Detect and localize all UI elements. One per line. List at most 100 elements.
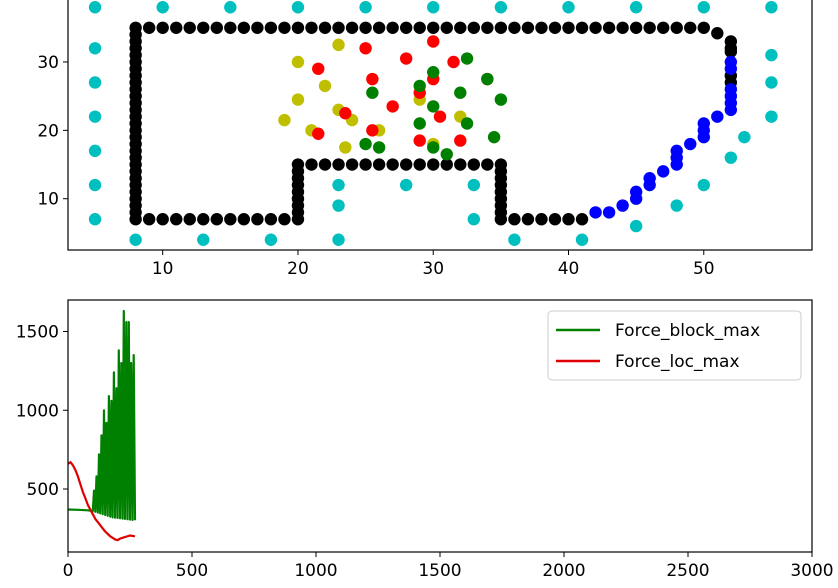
- scatter-point: [481, 158, 494, 171]
- x-tick-label: 10: [152, 259, 174, 279]
- scatter-point: [616, 21, 629, 34]
- scatter-point: [643, 21, 656, 34]
- scatter-point: [197, 233, 210, 246]
- series-line-Force_block_max: [68, 309, 137, 521]
- scatter-point: [643, 172, 656, 185]
- scatter-point: [366, 72, 379, 86]
- scatter-point: [724, 45, 738, 58]
- scatter-point: [494, 1, 508, 14]
- scatter-point: [454, 158, 467, 171]
- scatter-point: [291, 55, 305, 69]
- scatter-point: [278, 213, 291, 226]
- scatter-point: [670, 199, 683, 212]
- scatter-point: [521, 213, 535, 226]
- scatter-point: [88, 144, 102, 158]
- scatter-point: [508, 213, 521, 226]
- scatter-point: [467, 158, 481, 171]
- scatter-point: [629, 21, 643, 34]
- scatter-point: [312, 62, 325, 75]
- scatter-point: [765, 76, 778, 89]
- scatter-point: [88, 110, 102, 123]
- scatter-point: [447, 55, 460, 69]
- scatter-point: [399, 178, 413, 192]
- scatter-point: [697, 21, 710, 34]
- scatter-point: [616, 199, 629, 212]
- y-tick-label: 10: [37, 190, 59, 210]
- scatter-point: [765, 110, 778, 123]
- scatter-point: [197, 21, 210, 34]
- scatter-point: [224, 21, 237, 34]
- scatter-point: [318, 79, 332, 93]
- scatter-point: [88, 1, 102, 14]
- scatter-point: [602, 21, 616, 34]
- scatter-point: [224, 213, 237, 226]
- scatter-point: [460, 52, 474, 65]
- x-tick-label: 20: [287, 259, 309, 279]
- scatter-point: [413, 79, 426, 93]
- scatter-point: [427, 1, 440, 14]
- scatter-point: [738, 130, 751, 144]
- scatter-point: [467, 213, 481, 226]
- scatter-point: [602, 206, 616, 219]
- scatter-point: [494, 93, 508, 106]
- scatter-point: [427, 21, 440, 34]
- scatter-point: [156, 21, 169, 34]
- scatter-point: [562, 213, 575, 226]
- scatter-point: [332, 38, 345, 52]
- scatter-point: [575, 233, 589, 246]
- scatter-point: [339, 107, 352, 120]
- legend: Force_block_max Force_loc_max: [547, 310, 802, 381]
- scatter-point: [413, 117, 426, 130]
- scatter-point: [433, 110, 447, 123]
- scatter-point: [765, 48, 778, 62]
- x-tick-label: 500: [176, 561, 208, 581]
- scatter-point: [697, 1, 710, 14]
- scatter-point: [413, 158, 426, 171]
- scatter-point: [454, 21, 467, 34]
- scatter-point: [237, 213, 251, 226]
- y-tick-label: 1500: [16, 323, 59, 343]
- scatter-point: [372, 21, 386, 34]
- scatter-point: [318, 21, 332, 34]
- scatter-points: [88, 1, 778, 246]
- scatter-point: [264, 21, 278, 34]
- x-tick-label: 3000: [790, 561, 833, 581]
- scatter-point: [629, 185, 643, 199]
- scatter-point: [629, 1, 643, 14]
- x-tick-label: 2000: [542, 561, 585, 581]
- scatter-point: [386, 21, 399, 34]
- scatter-point: [765, 1, 778, 14]
- scatter-point: [224, 1, 237, 14]
- scatter-point: [386, 100, 399, 113]
- scatter-point: [359, 137, 372, 151]
- y-tick-label: 30: [37, 53, 59, 73]
- scatter-point: [345, 21, 359, 34]
- scatter-point: [454, 134, 467, 147]
- scatter-point: [291, 93, 305, 106]
- scatter-point: [440, 148, 453, 161]
- scatter-point: [697, 178, 710, 192]
- scatter-point: [291, 1, 305, 14]
- scatter-point: [494, 21, 508, 34]
- scatter-point: [427, 158, 440, 171]
- scatter-point: [170, 21, 183, 34]
- scatter-point: [183, 21, 196, 34]
- scatter-point: [129, 213, 142, 226]
- scatter-point: [521, 21, 535, 34]
- scatter-point: [670, 144, 683, 158]
- scatter-point: [291, 21, 305, 34]
- scatter-point: [156, 213, 169, 226]
- scatter-point: [697, 117, 710, 130]
- force-line-panel: 0 500 1000 1500 2000 2500 3000 500 1000 1500 Force…: [16, 299, 834, 581]
- scatter-point: [724, 151, 738, 164]
- scatter-point: [386, 158, 399, 171]
- scatter-point: [332, 233, 345, 246]
- y-tick-label: 20: [37, 121, 59, 141]
- scatter-point: [251, 21, 264, 34]
- scatter-point: [467, 178, 481, 192]
- scatter-point: [454, 86, 467, 99]
- scatter-point: [589, 206, 602, 219]
- scatter-point: [657, 165, 670, 178]
- scatter-point: [142, 21, 156, 34]
- scatter-point: [440, 21, 453, 34]
